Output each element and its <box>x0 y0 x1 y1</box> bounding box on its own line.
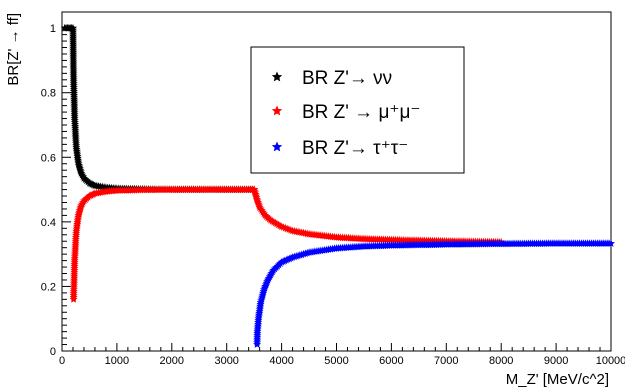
y-tick-label: 0.6 <box>41 152 56 164</box>
x-tick-label: 8000 <box>489 355 513 367</box>
x-tick-label: 3000 <box>214 355 238 367</box>
y-axis-title: BR[Z' → ff] <box>5 13 22 86</box>
y-tick-label: 1 <box>50 23 56 35</box>
series-tau-tau <box>253 239 615 348</box>
x-axis: 0 1000 2000 3000 4000 5000 6000 7000 8000 9000 100… <box>59 343 625 367</box>
y-axis: 0 0.2 0.4 0.6 0.8 1 <box>41 23 71 358</box>
series-layer <box>60 23 615 348</box>
data-point <box>80 174 88 182</box>
y-tick-label: 0.8 <box>41 88 56 100</box>
x-tick-label: 2000 <box>160 355 184 367</box>
legend-box <box>250 46 465 174</box>
x-tick-label: 10000 <box>596 355 625 367</box>
legend-marker-mu-mu <box>271 105 283 116</box>
data-point <box>84 177 93 186</box>
x-tick-label: 1000 <box>105 355 129 367</box>
legend-label-mu-mu: BR Z' → μ⁺μ⁻ <box>302 102 420 123</box>
data-point <box>607 239 615 247</box>
series-nu-nu <box>60 23 259 193</box>
x-axis-title: M_Z' [MeV/c^2] <box>506 371 609 388</box>
x-tick-label: 5000 <box>324 355 348 367</box>
legend: BR Z'→ νν BR Z' → μ⁺μ⁻ BR Z'→ τ⁺τ⁻ <box>250 46 465 174</box>
y-tick-label: 0.4 <box>41 217 56 229</box>
x-tick-label: 6000 <box>379 355 403 367</box>
y-tick-label: 0.2 <box>41 281 56 293</box>
y-tick-label: 0 <box>50 346 56 358</box>
x-tick-label: 9000 <box>544 355 568 367</box>
legend-marker-nu-nu <box>271 71 283 82</box>
x-tick-label: 4000 <box>269 355 293 367</box>
legend-marker-tau-tau <box>271 141 283 152</box>
legend-label-nu-nu: BR Z'→ νν <box>302 68 392 89</box>
x-tick-label: 0 <box>59 355 65 367</box>
data-point <box>265 214 274 223</box>
x-tick-label: 7000 <box>434 355 458 367</box>
data-point <box>263 213 272 222</box>
legend-label-tau-tau: BR Z'→ τ⁺τ⁻ <box>302 138 408 159</box>
